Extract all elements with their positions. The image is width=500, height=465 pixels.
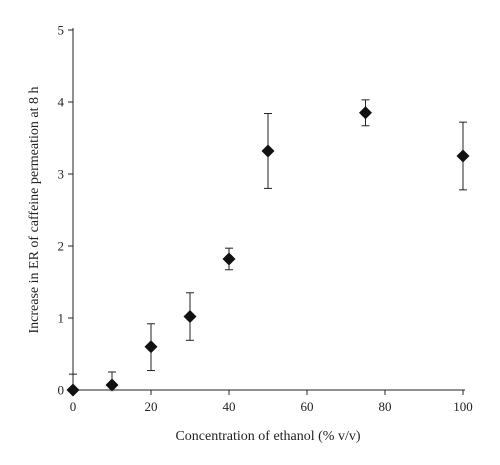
- data-point-diamond: [261, 144, 275, 158]
- y-tick-label: 3: [58, 167, 65, 182]
- x-tick-label: 20: [145, 399, 158, 414]
- x-axis-label: Concentration of ethanol (% v/v): [175, 429, 360, 444]
- x-tick-label: 0: [70, 399, 77, 414]
- x-tick-label: 40: [223, 399, 236, 414]
- chart-axes: [72, 28, 465, 391]
- data-point-diamond: [66, 383, 80, 397]
- y-axis-ticks: 0 1 2 3 4 5: [58, 23, 73, 398]
- y-axis-label: Increase in ER of caffeine permeation at…: [27, 87, 42, 334]
- data-point-diamond: [222, 252, 236, 266]
- y-tick-label: 2: [58, 239, 65, 254]
- data-point-diamond: [359, 106, 372, 120]
- data-point-diamond: [456, 149, 470, 163]
- y-tick-label: 1: [58, 311, 65, 326]
- data-point-diamond: [144, 340, 158, 354]
- error-bars: [69, 99, 467, 390]
- x-tick-label: 60: [301, 399, 314, 414]
- y-tick-label: 0: [58, 383, 65, 398]
- data-point-diamond: [183, 310, 197, 324]
- data-point-diamond: [105, 378, 119, 392]
- x-tick-label: 80: [379, 399, 392, 414]
- y-tick-label: 4: [58, 95, 65, 110]
- y-tick-label: 5: [58, 23, 65, 38]
- x-axis-ticks: 0 20 40 60 80 100: [70, 390, 473, 414]
- x-tick-label: 100: [453, 399, 473, 414]
- data-points: [66, 106, 470, 397]
